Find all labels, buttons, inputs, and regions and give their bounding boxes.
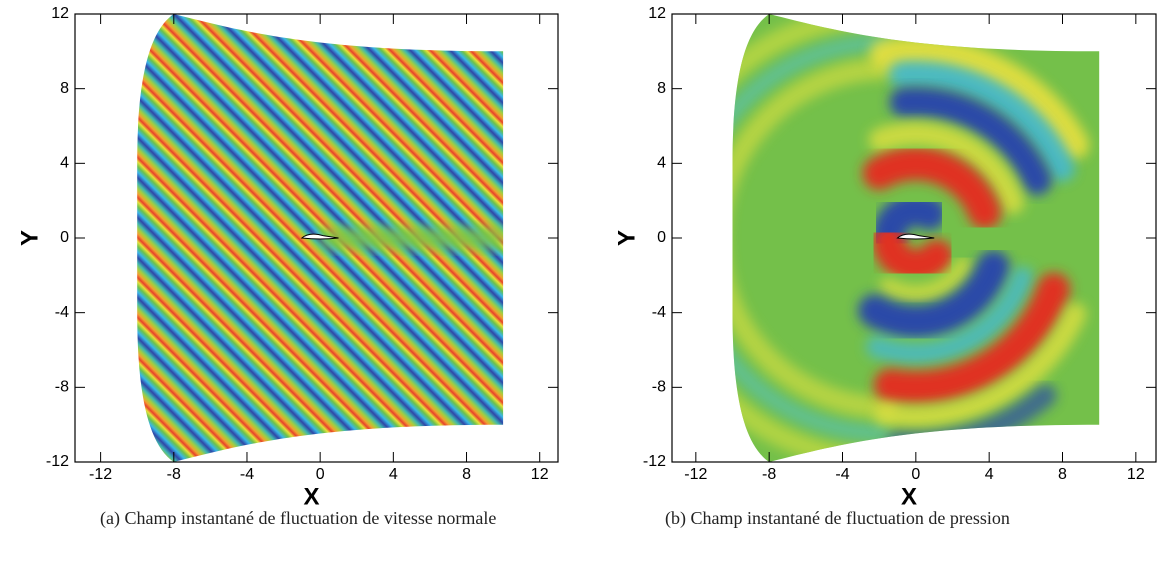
wave-band bbox=[874, 302, 1087, 428]
x-tick-label: 12 bbox=[1127, 466, 1145, 483]
y-axis-label: Y bbox=[16, 230, 43, 246]
wave-band bbox=[732, 14, 889, 462]
caption: (a) Champ instantané de fluctuation de v… bbox=[100, 508, 497, 528]
y-tick-label: 12 bbox=[648, 5, 666, 22]
y-tick-label: -12 bbox=[46, 453, 69, 470]
wave-band bbox=[873, 272, 1071, 404]
wake bbox=[320, 226, 504, 250]
wave-band bbox=[879, 256, 973, 303]
y-tick-label: 12 bbox=[51, 5, 69, 22]
x-tick-label: -4 bbox=[835, 466, 849, 483]
x-tick-label: 12 bbox=[531, 466, 549, 483]
y-tick-label: 8 bbox=[60, 80, 69, 97]
x-tick-label: 0 bbox=[316, 466, 325, 483]
y-tick-label: -12 bbox=[643, 453, 666, 470]
wave-band bbox=[868, 121, 1025, 215]
wave-band bbox=[858, 250, 1010, 339]
wave-band bbox=[889, 87, 1052, 196]
wave-band bbox=[732, 33, 892, 443]
x-tick-label: 8 bbox=[462, 466, 471, 483]
x-axis-label: X bbox=[303, 483, 319, 510]
caption: (b) Champ instantané de fluctuation de p… bbox=[665, 508, 1010, 528]
wave-band bbox=[888, 61, 1075, 182]
x-tick-label: 4 bbox=[389, 466, 398, 483]
x-tick-label: -4 bbox=[240, 466, 254, 483]
y-tick-label: 0 bbox=[657, 229, 666, 246]
x-tick-label: 4 bbox=[985, 466, 994, 483]
airfoil bbox=[300, 233, 339, 240]
x-tick-label: 8 bbox=[1058, 466, 1067, 483]
y-tick-label: -4 bbox=[55, 304, 69, 321]
x-tick-label: -8 bbox=[167, 466, 181, 483]
y-tick-label: 4 bbox=[60, 155, 69, 172]
x-axis-label: X bbox=[901, 483, 917, 510]
y-axis-label: Y bbox=[613, 230, 640, 246]
x-tick-label: -12 bbox=[89, 466, 112, 483]
y-tick-label: 8 bbox=[657, 80, 666, 97]
y-tick-label: 0 bbox=[60, 229, 69, 246]
x-tick-label: -8 bbox=[762, 466, 776, 483]
x-tick-label: -12 bbox=[684, 466, 707, 483]
x-tick-label: 0 bbox=[911, 466, 920, 483]
y-tick-label: -8 bbox=[55, 379, 69, 396]
wave-band bbox=[866, 266, 1034, 365]
wave-band bbox=[732, 57, 898, 419]
airfoil bbox=[896, 233, 935, 240]
plots: -12 -8 -4 0 4 8 12 -12 -8 -4 0 4 8 12 X Y -12 -8 -4 0 4 8 12 -1… bbox=[16, 5, 1157, 510]
wave-band bbox=[862, 147, 1002, 229]
y-tick-label: -4 bbox=[652, 304, 666, 321]
y-tick-label: -8 bbox=[652, 379, 666, 396]
wave-band bbox=[871, 223, 954, 283]
y-tick-label: 4 bbox=[657, 155, 666, 172]
wave-band bbox=[869, 36, 1090, 160]
